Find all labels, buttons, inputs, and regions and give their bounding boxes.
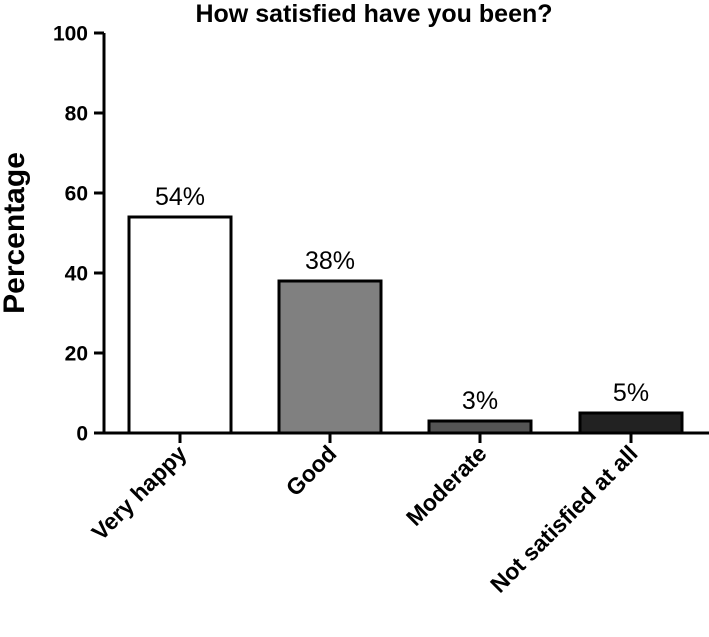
- x-tick-label: Not satisfied at all: [485, 440, 643, 598]
- x-tick-label: Good: [281, 440, 342, 501]
- data-label: 3%: [462, 387, 498, 415]
- y-tick-label: 20: [65, 343, 88, 366]
- bar-not-satisfied-at-all: [578, 411, 684, 435]
- data-label: 54%: [155, 183, 205, 211]
- y-tick-label: 40: [65, 263, 88, 286]
- y-tick-label: 100: [53, 23, 88, 46]
- data-label: 38%: [305, 247, 355, 275]
- x-tick-label: Very happy: [86, 440, 191, 545]
- bar-very-happy: [127, 215, 233, 435]
- y-tick-label: 80: [65, 103, 88, 126]
- bar-moderate: [427, 419, 533, 435]
- y-tick-label: 0: [76, 423, 88, 446]
- chart-title: How satisfied have you been?: [195, 0, 552, 28]
- y-axis-label: Percentage: [0, 152, 31, 314]
- bar-good: [277, 279, 383, 435]
- x-tick-label: Moderate: [401, 440, 492, 531]
- y-tick-label: 60: [65, 183, 88, 206]
- data-labels: 54% 38% 3% 5%: [155, 183, 649, 415]
- bars: [127, 215, 684, 435]
- data-label: 5%: [613, 379, 649, 407]
